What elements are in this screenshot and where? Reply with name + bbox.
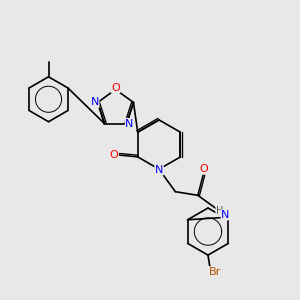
Text: N: N: [125, 118, 134, 129]
Text: N: N: [221, 210, 230, 220]
Text: N: N: [155, 165, 163, 175]
Text: H: H: [216, 206, 223, 216]
Text: N: N: [91, 98, 99, 107]
Text: Br: Br: [208, 267, 220, 277]
Text: O: O: [110, 150, 118, 160]
Text: O: O: [200, 164, 208, 174]
Text: O: O: [111, 83, 120, 93]
